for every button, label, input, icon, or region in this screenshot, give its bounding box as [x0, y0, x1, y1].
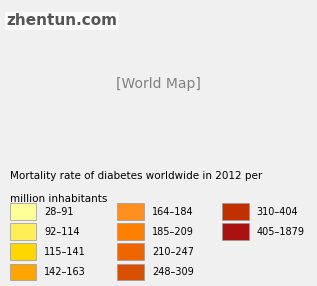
Text: 210–247: 210–247	[152, 247, 194, 257]
FancyBboxPatch shape	[222, 203, 249, 220]
FancyBboxPatch shape	[10, 264, 36, 280]
Text: 115–141: 115–141	[44, 247, 86, 257]
Text: 92–114: 92–114	[44, 227, 80, 237]
Text: 248–309: 248–309	[152, 267, 194, 277]
FancyBboxPatch shape	[10, 203, 36, 220]
Text: [World Map]: [World Map]	[116, 77, 201, 91]
Text: 310–404: 310–404	[257, 206, 298, 217]
Text: million inhabitants: million inhabitants	[10, 194, 107, 204]
Text: 164–184: 164–184	[152, 206, 194, 217]
Text: 405–1879: 405–1879	[257, 227, 305, 237]
Text: 142–163: 142–163	[44, 267, 86, 277]
Text: 28–91: 28–91	[44, 206, 74, 217]
Text: Mortality rate of diabetes worldwide in 2012 per: Mortality rate of diabetes worldwide in …	[10, 171, 262, 181]
FancyBboxPatch shape	[117, 223, 144, 240]
FancyBboxPatch shape	[222, 223, 249, 240]
Text: 185–209: 185–209	[152, 227, 194, 237]
FancyBboxPatch shape	[117, 203, 144, 220]
FancyBboxPatch shape	[117, 243, 144, 260]
FancyBboxPatch shape	[10, 223, 36, 240]
FancyBboxPatch shape	[10, 243, 36, 260]
FancyBboxPatch shape	[117, 264, 144, 280]
Text: zhentun.com: zhentun.com	[6, 13, 117, 28]
